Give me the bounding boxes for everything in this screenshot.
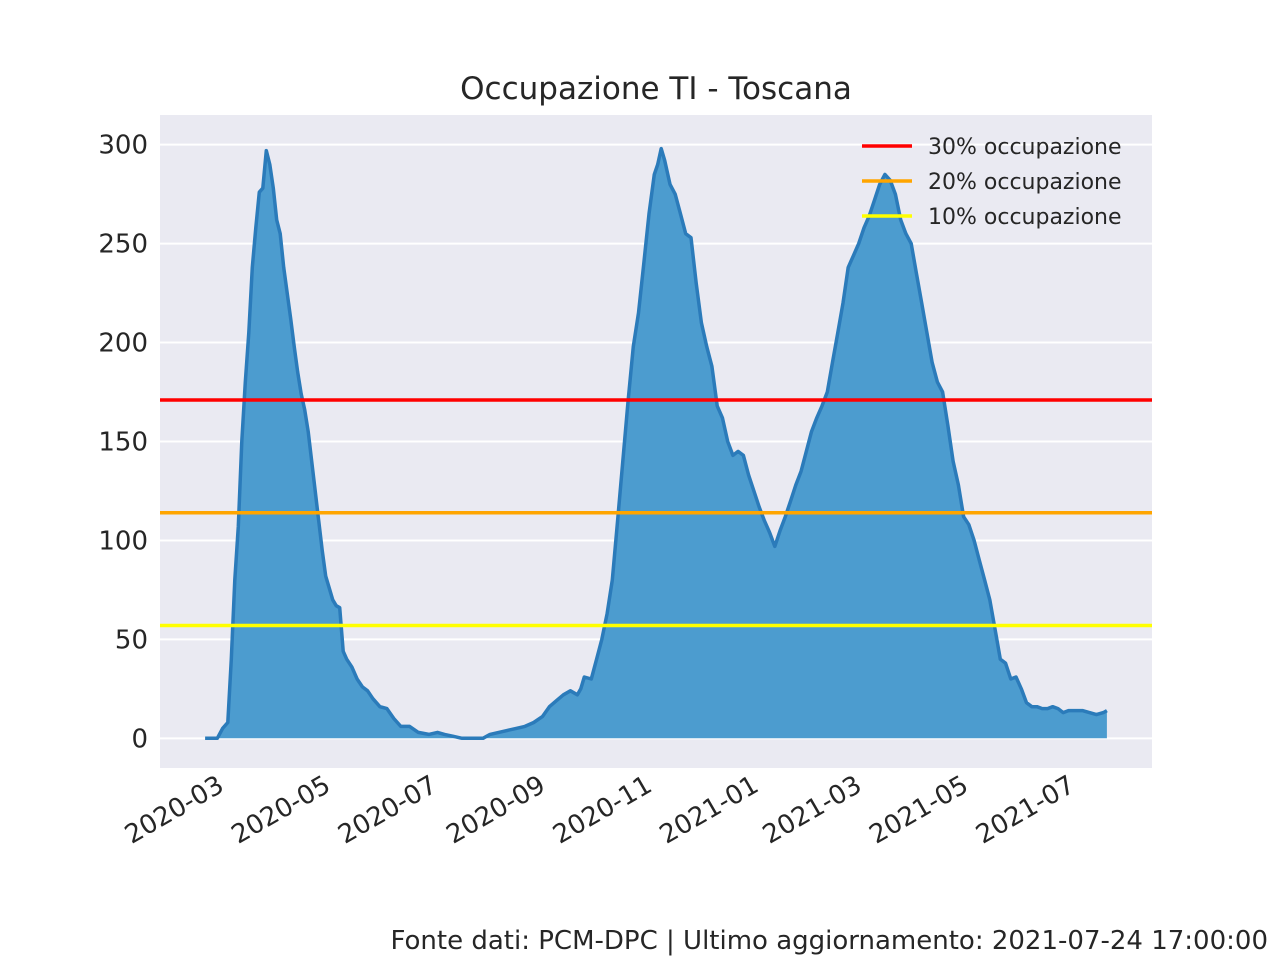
x-tick-label: 2020-11 [548, 770, 657, 850]
x-tick-label: 2021-01 [655, 770, 764, 850]
x-tick-label: 2020-09 [442, 770, 551, 850]
x-tick-label: 2020-07 [333, 770, 442, 850]
footer-source: Fonte dati: PCM-DPC | Ultimo aggiornamen… [390, 926, 1269, 956]
series-area [205, 148, 1107, 739]
y-tick-label: 50 [115, 625, 148, 655]
legend-label: 30% occupazione [928, 135, 1122, 160]
x-tick-label: 2020-03 [120, 770, 229, 850]
legend-label: 20% occupazione [928, 170, 1122, 195]
y-tick-label: 200 [98, 329, 148, 359]
y-tick-label: 100 [98, 526, 148, 556]
y-tick-label: 150 [98, 428, 148, 458]
y-tick-label: 300 [98, 131, 148, 161]
x-tick-label: 2021-05 [865, 770, 974, 850]
chart-title: Occupazione TI - Toscana [460, 71, 852, 107]
series-line [205, 146, 1108, 741]
y-tick-label: 250 [98, 230, 148, 260]
y-tick-label: 0 [131, 724, 148, 754]
x-tick-label: 2021-07 [971, 770, 1080, 850]
legend-label: 10% occupazione [928, 205, 1122, 230]
x-tick-label: 2021-03 [758, 770, 867, 850]
x-tick-label: 2020-05 [227, 770, 336, 850]
